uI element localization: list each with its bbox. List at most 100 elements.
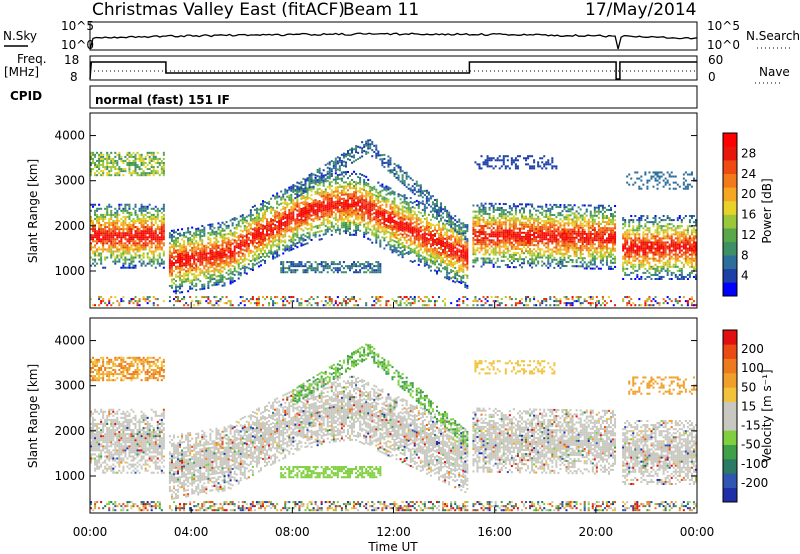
power-cell xyxy=(195,276,198,279)
power-cell xyxy=(391,206,394,209)
power-cell xyxy=(134,242,137,245)
power-cell xyxy=(365,183,368,186)
power-cell xyxy=(233,239,236,242)
power-cell xyxy=(286,201,289,204)
power-cell xyxy=(183,264,186,267)
power-cell xyxy=(247,259,250,262)
power-cell xyxy=(112,246,115,249)
power-cell xyxy=(197,304,200,307)
power-cell xyxy=(419,234,422,237)
power-cell xyxy=(266,220,269,223)
power-cell xyxy=(379,267,382,270)
power-cell xyxy=(458,281,461,284)
power-cell xyxy=(397,223,400,226)
power-cell xyxy=(435,258,439,261)
power-cell xyxy=(185,249,188,252)
power-cell xyxy=(351,197,354,200)
power-cell xyxy=(215,302,218,305)
power-cell xyxy=(381,185,384,188)
power-cell xyxy=(442,248,445,252)
power-cell xyxy=(90,217,93,220)
power-cell xyxy=(92,226,95,229)
power-cell xyxy=(324,228,327,232)
power-cell xyxy=(241,266,244,269)
power-cell xyxy=(225,302,228,305)
power-cell xyxy=(120,238,123,241)
power-cell xyxy=(92,157,95,160)
power-cell xyxy=(138,157,141,160)
power-cell xyxy=(379,215,382,218)
power-cell xyxy=(217,275,220,278)
power-cell xyxy=(274,224,277,227)
power-cell xyxy=(353,160,356,163)
power-cell xyxy=(189,261,192,264)
power-cell xyxy=(136,300,139,303)
power-cell xyxy=(363,231,366,234)
power-cell xyxy=(383,225,386,228)
power-cell xyxy=(324,218,327,221)
power-cell xyxy=(440,214,443,217)
power-cell xyxy=(243,253,246,256)
power-cell xyxy=(90,161,93,165)
power-cell xyxy=(114,166,117,169)
power-cell xyxy=(338,185,341,188)
power-cell xyxy=(187,255,190,258)
power-cell xyxy=(144,242,147,245)
power-cell xyxy=(237,222,240,225)
power-cell xyxy=(292,231,295,234)
power-cell xyxy=(375,211,378,214)
power-cell xyxy=(452,241,455,244)
power-cell xyxy=(316,179,319,182)
power-cell xyxy=(168,250,171,253)
power-cell xyxy=(375,148,378,151)
power-cell xyxy=(268,243,271,246)
power-cell xyxy=(102,248,105,251)
power-cell xyxy=(201,243,204,246)
power-cell xyxy=(342,154,345,157)
power-cell xyxy=(142,215,145,218)
power-cell xyxy=(106,205,109,208)
power-cell xyxy=(452,255,455,258)
power-cell xyxy=(231,234,234,237)
power-cell xyxy=(221,246,224,249)
power-cell xyxy=(342,203,345,206)
power-cell xyxy=(229,280,232,283)
power-cell xyxy=(288,209,291,212)
power-cell xyxy=(261,230,264,233)
power-cell xyxy=(128,262,131,265)
power-cell xyxy=(316,202,319,205)
power-cell xyxy=(328,195,331,198)
power-cell xyxy=(243,257,246,260)
power-cell xyxy=(276,202,279,205)
power-cell xyxy=(448,215,451,218)
power-cell xyxy=(460,265,463,268)
power-cell xyxy=(336,168,339,171)
power-cell xyxy=(365,302,368,305)
power-cell xyxy=(251,228,254,231)
power-cell xyxy=(114,238,117,241)
power-cell xyxy=(371,241,374,244)
power-cell xyxy=(209,258,212,261)
power-cell xyxy=(116,174,119,177)
power-cell xyxy=(324,163,327,166)
power-cell xyxy=(342,224,345,227)
power-cell xyxy=(446,259,449,262)
power-cell xyxy=(118,228,121,231)
power-cell xyxy=(138,222,141,225)
power-cell xyxy=(193,304,196,307)
power-cell xyxy=(130,256,133,259)
power-cell xyxy=(270,246,273,249)
power-cell xyxy=(348,227,352,230)
power-cell xyxy=(128,302,131,305)
power-cell xyxy=(94,304,97,307)
power-cell xyxy=(203,251,206,254)
power-cell xyxy=(328,215,331,218)
power-cell xyxy=(361,198,364,201)
power-cell xyxy=(158,236,161,239)
power-cell xyxy=(318,193,321,196)
power-cell xyxy=(156,151,159,154)
power-cell xyxy=(346,203,349,206)
power-cell xyxy=(338,261,341,264)
power-cell xyxy=(332,190,335,193)
power-cell xyxy=(203,287,206,290)
